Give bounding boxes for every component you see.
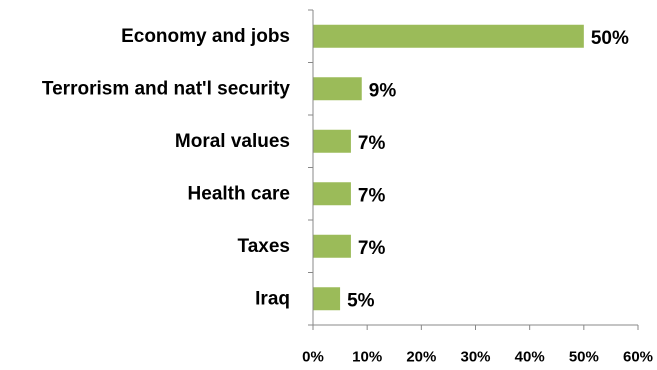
bar-1 xyxy=(313,77,362,101)
axes-group xyxy=(308,9,639,330)
x-tick-label: 10% xyxy=(352,349,382,366)
value-label: 5% xyxy=(347,290,375,311)
value-label: 7% xyxy=(358,185,386,206)
category-label: Economy and jobs xyxy=(121,26,290,47)
x-tick-label: 40% xyxy=(515,349,545,366)
value-labels: 50% 9% 7% 7% 7% 5% xyxy=(347,28,629,312)
bar-2 xyxy=(313,129,351,153)
category-label: Moral values xyxy=(175,131,290,152)
x-tick-label: 30% xyxy=(460,349,490,366)
bar-4 xyxy=(313,234,351,258)
bar-3 xyxy=(313,182,351,206)
category-label: Terrorism and nat'l security xyxy=(42,78,291,99)
value-label: 9% xyxy=(369,80,397,101)
category-labels: Economy and jobs Terrorism and nat'l secu… xyxy=(42,26,291,310)
value-label: 50% xyxy=(591,28,629,49)
x-tick-label: 60% xyxy=(623,349,653,366)
value-label: 7% xyxy=(358,238,386,259)
x-tick-label: 0% xyxy=(302,349,324,366)
category-label: Health care xyxy=(188,183,290,204)
bar-0 xyxy=(313,24,584,48)
x-tick-labels: 0% 10% 20% 30% 40% 50% 60% xyxy=(302,349,653,366)
category-label: Taxes xyxy=(238,236,290,257)
category-label: Iraq xyxy=(255,288,290,309)
x-tick-label: 20% xyxy=(406,349,436,366)
x-tick-label: 50% xyxy=(569,349,599,366)
bar-5 xyxy=(313,287,341,311)
bars-group xyxy=(313,24,584,311)
value-label: 7% xyxy=(358,133,386,154)
